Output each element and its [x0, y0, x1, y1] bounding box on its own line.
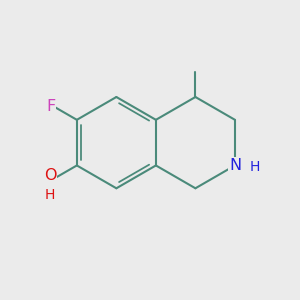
Text: F: F [46, 99, 56, 114]
Text: O: O [44, 168, 56, 183]
Text: N: N [229, 158, 241, 173]
Text: H: H [250, 160, 260, 174]
Text: H: H [45, 188, 56, 202]
